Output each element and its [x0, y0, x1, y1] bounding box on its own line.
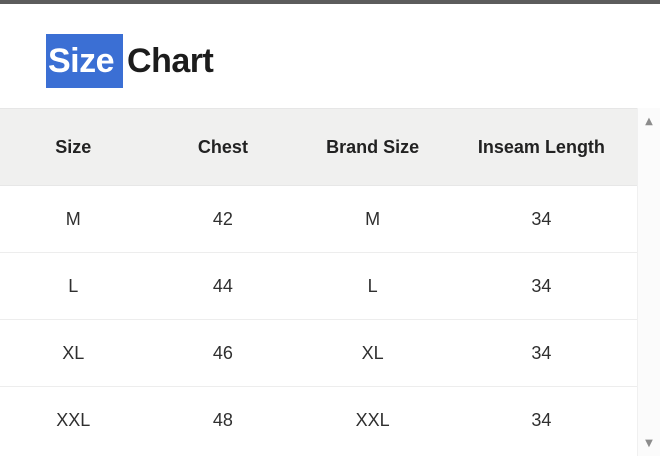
table-row: M 42 M 34 — [0, 186, 637, 253]
column-header-inseam-length: Inseam Length — [477, 136, 605, 157]
table-cell: XXL — [56, 410, 91, 430]
table-cell: 34 — [531, 208, 552, 229]
table-cell: L — [367, 275, 378, 296]
table-row: XXL 48 XXL 34 — [0, 387, 637, 454]
table-cell: M — [365, 208, 381, 229]
column-header-brand-size: Brand Size — [326, 136, 420, 157]
table-cell: 46 — [212, 342, 233, 363]
column-header-size: Size — [55, 136, 92, 157]
table-cell: XL — [361, 342, 384, 363]
scroll-down-arrow-icon[interactable]: ▼ — [645, 438, 653, 449]
table-row: XL 46 XL 34 — [0, 320, 637, 387]
scroll-up-arrow-icon[interactable]: ▲ — [645, 116, 653, 127]
title-selected-text: Size — [46, 34, 124, 88]
table-header-row: Size Chest Brand Size Inseam Length — [0, 108, 637, 186]
title-rest-text: Chart — [127, 42, 214, 80]
column-header-chest: Chest — [197, 136, 248, 157]
table-cell: 34 — [531, 410, 552, 430]
table-cell: M — [65, 208, 81, 229]
title-area: Size Chart — [0, 4, 660, 108]
vertical-scrollbar[interactable]: ▲ ▼ — [637, 108, 660, 456]
table-cell: 42 — [212, 208, 233, 229]
table-cell: 44 — [212, 275, 233, 296]
table-cell: 34 — [531, 275, 552, 296]
page-title: Size Chart — [46, 34, 660, 88]
size-chart-table: Size Chest Brand Size Inseam Length M 42… — [0, 108, 637, 456]
table-cell: XL — [62, 342, 85, 363]
table-cell: 48 — [212, 410, 233, 430]
table-cell: 34 — [531, 342, 552, 363]
table-row: L 44 L 34 — [0, 253, 637, 320]
window-top-bar — [0, 0, 660, 4]
table-cell: L — [68, 275, 79, 296]
table-cell: XXL — [355, 410, 390, 430]
